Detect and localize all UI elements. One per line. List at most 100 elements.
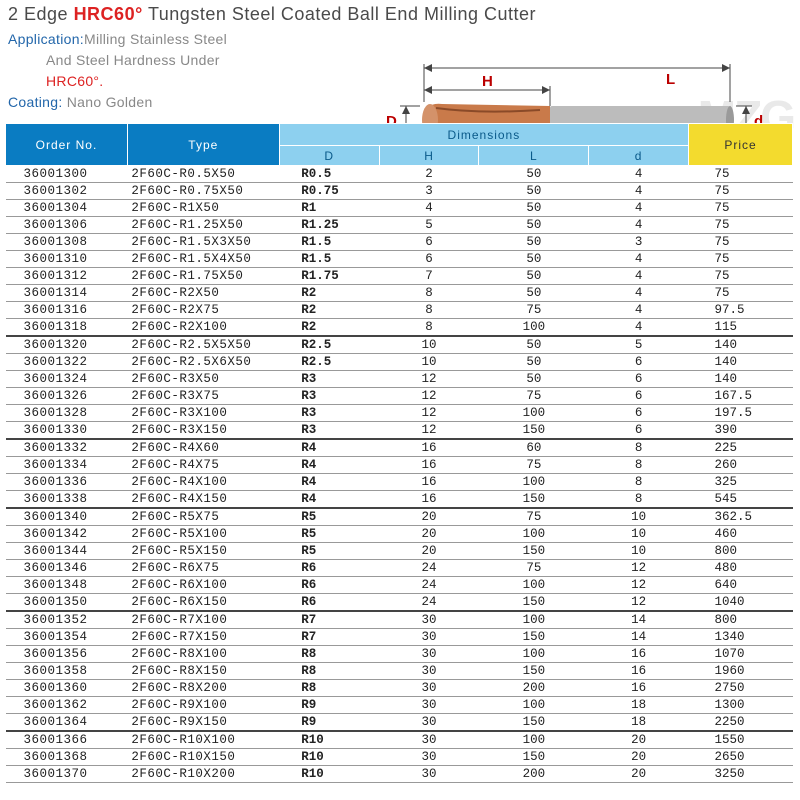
cell: 36001324 [6,371,128,388]
cell: 4 [589,251,689,268]
cell: 30 [379,629,479,646]
cell: 75 [689,200,793,217]
cell: R1.75 [279,268,379,285]
cell: 2F60C-R4X100 [127,474,279,491]
cell: R1.25 [279,217,379,234]
table-row: 360013642F60C-R9X150R930150182250 [6,714,793,732]
table-row: 360013262F60C-R3X75R312756167.5 [6,388,793,405]
cell: 4 [589,285,689,302]
cell: 2F60C-R5X100 [127,526,279,543]
cell: 5 [589,336,689,354]
cell: 8 [589,457,689,474]
cell: R6 [279,560,379,577]
cell: 36001344 [6,543,128,560]
cell: 2F60C-R7X150 [127,629,279,646]
cell: 640 [689,577,793,594]
cell: 4 [589,319,689,337]
cell: 36001332 [6,439,128,457]
cell: 36001300 [6,166,128,183]
cell: 4 [589,268,689,285]
application-line1: Milling Stainless Steel [84,31,227,47]
cell: R2 [279,302,379,319]
cell: 75 [479,302,589,319]
cell: 8 [379,285,479,302]
th-type: Type [127,124,279,166]
cell: 1340 [689,629,793,646]
table-row: 360013622F60C-R9X100R930100181300 [6,697,793,714]
th-dimensions: Dimensions [279,124,688,146]
cell: 1960 [689,663,793,680]
cell: 75 [689,285,793,302]
cell: 24 [379,594,479,612]
cell: 24 [379,560,479,577]
table-row: 360013242F60C-R3X50R312506140 [6,371,793,388]
cell: 800 [689,543,793,560]
cell: 100 [479,611,589,629]
cell: 36001334 [6,457,128,474]
table-row: 360013442F60C-R5X150R52015010800 [6,543,793,560]
cell: 16 [589,663,689,680]
cell: 16 [379,491,479,509]
cell: 325 [689,474,793,491]
cell: 150 [479,749,589,766]
cell: 1070 [689,646,793,663]
table-row: 360013502F60C-R6X150R624150121040 [6,594,793,612]
cell: 12 [589,560,689,577]
cell: 10 [589,543,689,560]
cell: 390 [689,422,793,440]
cell: 2F60C-R0.75X50 [127,183,279,200]
cell: 16 [589,680,689,697]
cell: 4 [589,200,689,217]
cell: 36001362 [6,697,128,714]
cell: 2750 [689,680,793,697]
cell: 20 [379,508,479,526]
cell: 36001330 [6,422,128,440]
cell: 20 [379,543,479,560]
cell: 2F60C-R6X150 [127,594,279,612]
cell: 36001366 [6,731,128,749]
cell: 50 [479,183,589,200]
table-row: 360013322F60C-R4X60R416608225 [6,439,793,457]
cell: 2F60C-R3X100 [127,405,279,422]
cell: 36001338 [6,491,128,509]
cell: 2 [379,166,479,183]
cell: 8 [379,319,479,337]
cell: 2F60C-R3X150 [127,422,279,440]
cell: 30 [379,697,479,714]
th-H: H [379,146,479,166]
cell: 150 [479,714,589,732]
cell: 150 [479,422,589,440]
cell: 50 [479,166,589,183]
title-post: Tungsten Steel Coated Ball End Milling C… [143,4,536,24]
cell: 30 [379,714,479,732]
cell: 75 [479,560,589,577]
cell: 75 [689,251,793,268]
cell: 100 [479,405,589,422]
cell: 30 [379,749,479,766]
cell: 2F60C-R2X50 [127,285,279,302]
cell: 10 [589,526,689,543]
cell: 100 [479,697,589,714]
cell: 60 [479,439,589,457]
cell: 115 [689,319,793,337]
cell: 2F60C-R8X100 [127,646,279,663]
dim-H-label: H [482,73,493,90]
table-row: 360013062F60C-R1.25X50R1.25550475 [6,217,793,234]
table-row: 360013022F60C-R0.75X50R0.75350475 [6,183,793,200]
table-row: 360013702F60C-R10X200R1030200203250 [6,766,793,783]
cell: 1550 [689,731,793,749]
cell: 2F60C-R10X100 [127,731,279,749]
cell: 75 [689,166,793,183]
cell: 100 [479,731,589,749]
cell: R3 [279,422,379,440]
cell: 10 [379,336,479,354]
cell: 18 [589,714,689,732]
cell: R6 [279,577,379,594]
cell: 75 [689,268,793,285]
cell: 36001340 [6,508,128,526]
cell: 2F60C-R3X75 [127,388,279,405]
cell: R3 [279,405,379,422]
cell: 36001326 [6,388,128,405]
dim-L-label: L [666,71,675,88]
cell: 140 [689,371,793,388]
